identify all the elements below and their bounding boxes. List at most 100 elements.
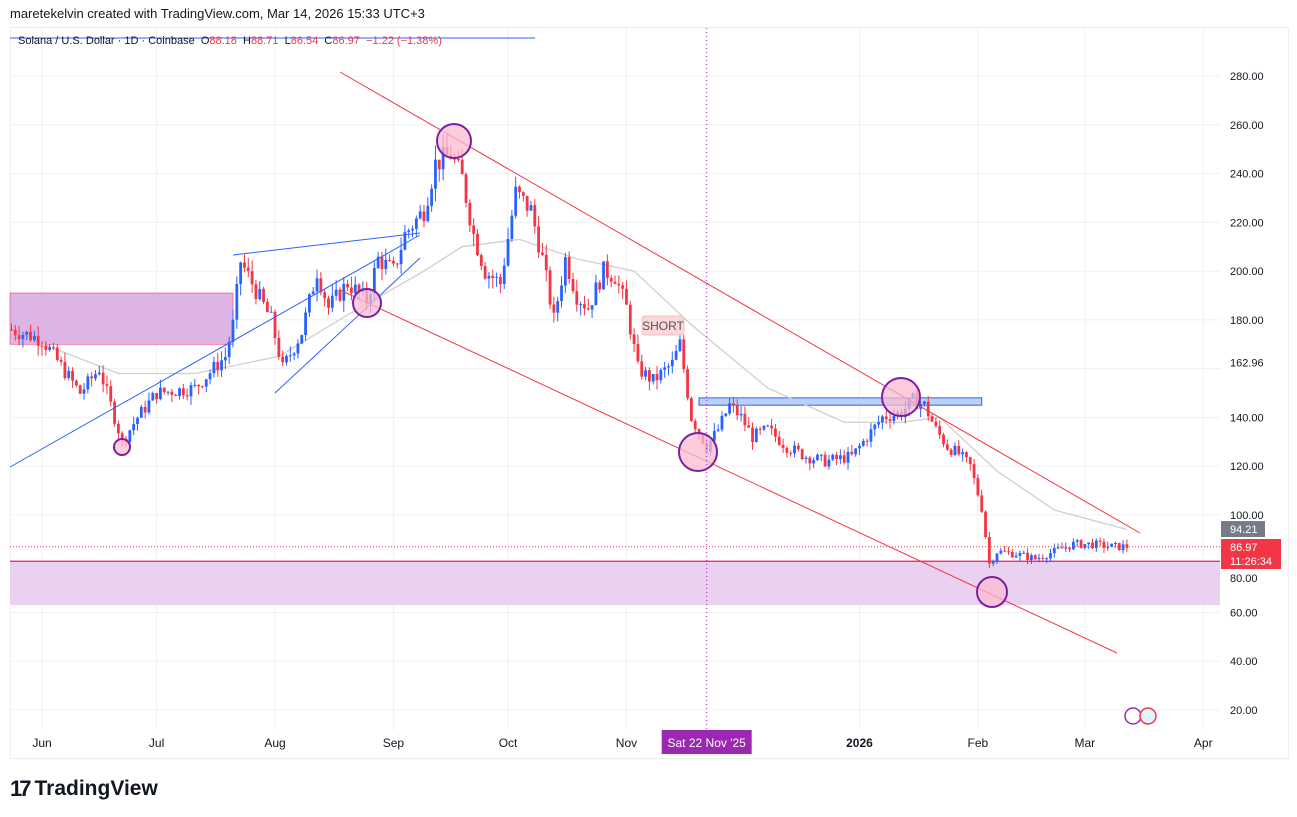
candle [583,304,586,309]
candle [13,329,17,336]
y-tick-label: 200.00 [1230,266,1264,278]
price-marker-label: 162.96 [1230,357,1264,369]
candle [812,460,816,464]
candle [628,304,632,335]
candle [185,395,189,397]
y-tick-label: 20.00 [1230,705,1258,717]
candle [315,278,319,292]
candle [426,205,430,222]
candle [567,257,571,280]
candle [819,454,823,456]
trend-line [9,234,421,468]
candle [227,341,231,358]
candle [197,384,201,387]
candle [598,282,602,290]
candle [613,281,617,284]
candle [36,335,40,346]
candle [735,405,739,416]
candle [52,347,55,349]
candle [67,371,71,379]
open-value: 88.18 [209,35,237,47]
candle [571,279,575,292]
tradingview-logo[interactable]: 17 TradingView [10,776,158,802]
close-value: 86.97 [332,35,360,47]
candle [231,319,235,342]
candle [781,444,785,448]
candle [838,455,842,460]
pivot-circle [436,123,472,159]
candle [953,445,957,455]
candle [987,536,991,564]
candle [1033,555,1037,560]
candle [1049,553,1052,559]
candle [1010,551,1014,558]
candle [411,228,414,231]
us-flag-icon [1139,707,1157,725]
candle [1029,555,1033,561]
candle [357,284,361,292]
candle [120,433,124,439]
candle [113,401,116,424]
candle [472,225,476,234]
y-tick-label: 140.00 [1230,412,1264,424]
candle [923,401,926,404]
candle [842,455,846,463]
candle [674,350,678,360]
candle [766,425,770,427]
candle [827,459,831,467]
pivot-circle [113,438,131,456]
candle [693,420,697,430]
candle [1041,557,1045,559]
candle [128,430,132,443]
candle [747,425,751,428]
candle [353,284,357,294]
candle [861,440,865,446]
trend-line [274,257,421,394]
demand-zone [9,292,234,345]
candle [949,449,953,455]
candle [697,429,701,435]
last-price-box [1221,539,1281,569]
candle [10,329,13,331]
candle [942,434,945,445]
candle [300,334,304,344]
candle [40,345,44,347]
y-tick-label: 40.00 [1230,656,1258,668]
candle [644,370,647,377]
candle [1014,555,1018,558]
candle [372,267,376,294]
candle [101,372,105,385]
candle [846,451,850,463]
candle [892,415,896,421]
ma-value-label: 94.21 [1230,524,1258,536]
candle [777,436,781,445]
candle [552,304,556,313]
x-tick-label: Oct [499,736,518,750]
candle [460,159,464,175]
candle [1052,547,1056,554]
candle [926,401,930,417]
candle [105,384,109,387]
candle [751,427,754,443]
candle [884,416,888,420]
candle [816,454,819,461]
candle [961,452,965,455]
candle [621,285,625,289]
candle [32,335,36,341]
candle [605,261,609,279]
candle [216,361,220,371]
candle [651,373,655,382]
candle [796,445,800,450]
candle [831,454,835,460]
chart-area[interactable] [10,27,1289,759]
candle [579,304,583,306]
candle [281,356,285,363]
candle [563,257,567,286]
candle [499,276,502,284]
candle [525,195,529,211]
candle [976,477,980,496]
crosshair-date-label: Sat 22 Nov '25 [668,736,747,750]
candle [858,445,861,449]
annotation-short: SHORT [642,319,684,333]
